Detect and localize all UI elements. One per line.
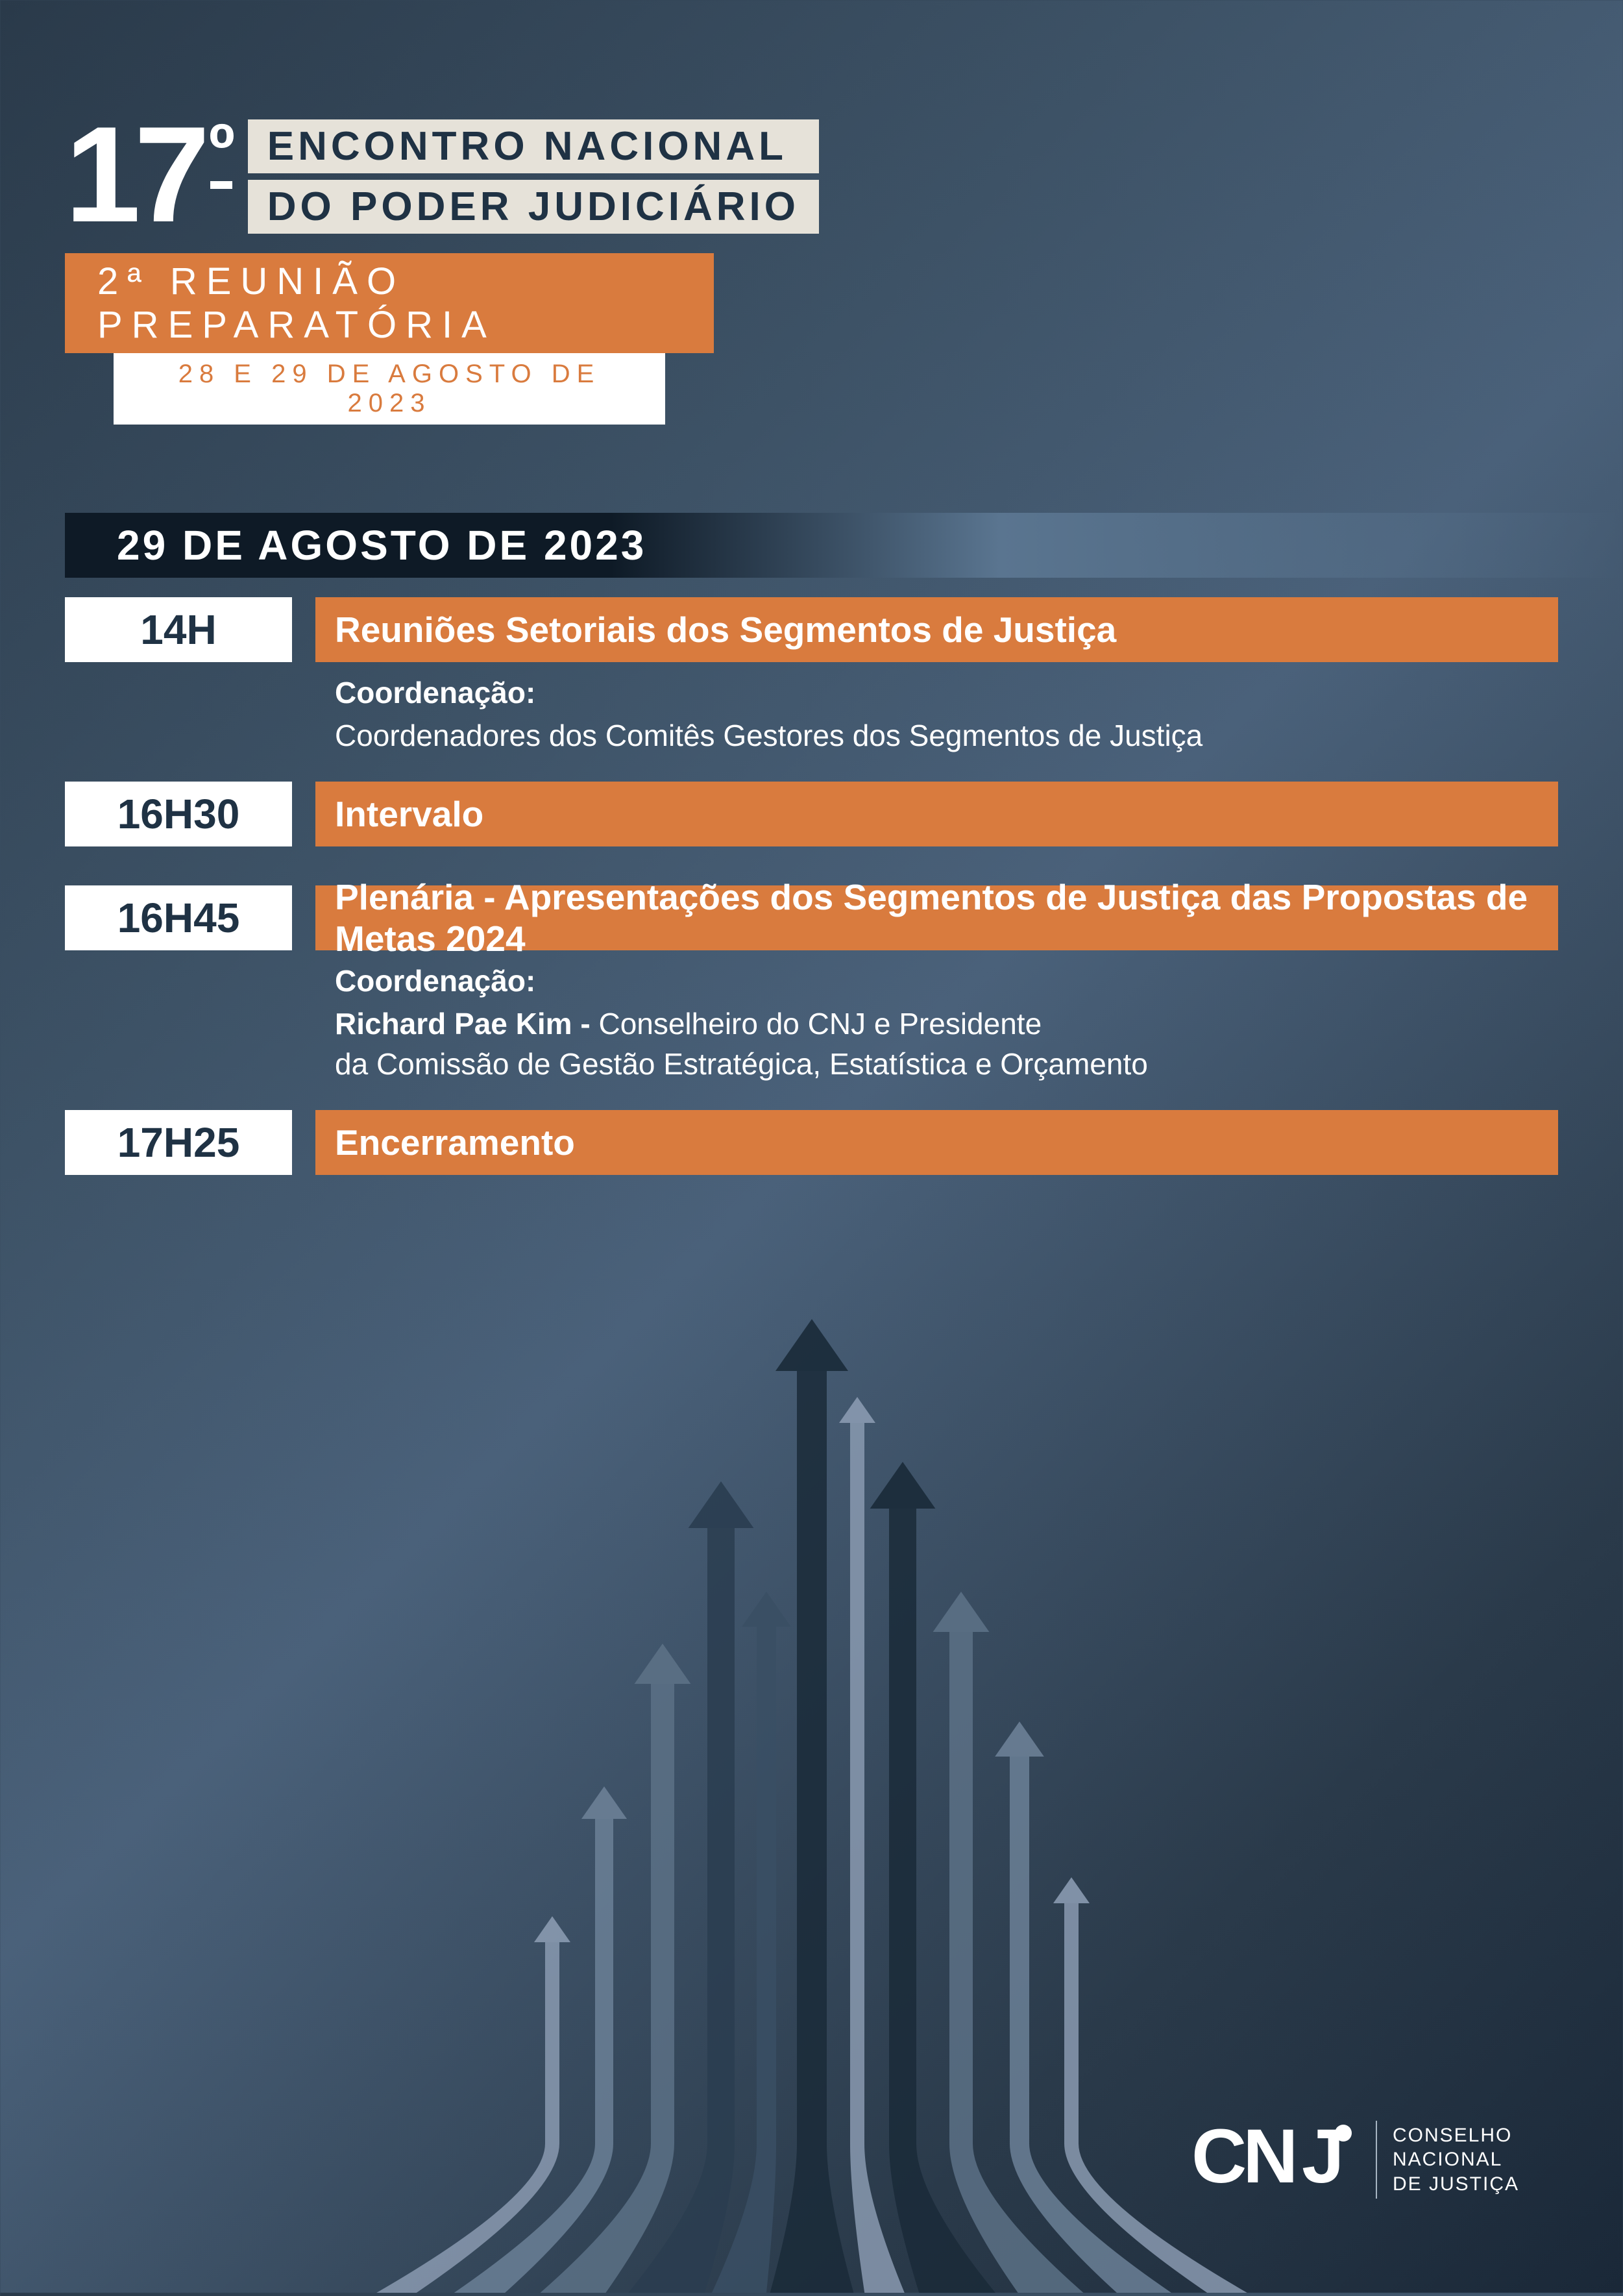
title-line-2: DO PODER JUDICIÁRIO: [248, 180, 819, 234]
event-header: 17 º ENCONTRO NACIONAL DO PODER JUDICIÁR…: [65, 117, 819, 425]
schedule-row: 16H45 Plenária - Apresentações dos Segmen…: [65, 885, 1558, 950]
session-title: Encerramento: [315, 1110, 1558, 1175]
title-stack: ENCONTRO NACIONAL DO PODER JUDICIÁRIO: [248, 117, 819, 234]
footer-line-1: CONSELHO: [1393, 2123, 1519, 2148]
footer-line-2: NACIONAL: [1393, 2147, 1519, 2172]
dates-bar: 28 E 29 DE AGOSTO DE 2023: [114, 353, 665, 425]
session-title: Reuniões Setoriais dos Segmentos de Just…: [315, 597, 1558, 662]
cnj-mark: CN J: [1191, 2117, 1360, 2202]
session-title: Plenária - Apresentações dos Segmentos d…: [315, 885, 1558, 950]
time-box: 14H: [65, 597, 292, 662]
svg-text:J: J: [1302, 2117, 1341, 2199]
arrows-graphic: [358, 1254, 1266, 2293]
detail-label: Coordenação:: [335, 675, 1558, 710]
session-detail: Coordenação: Richard Pae Kim - Conselheir…: [315, 963, 1558, 1084]
schedule: 14H Reuniões Setoriais dos Segmentos de J…: [65, 597, 1558, 1188]
time-box: 16H30: [65, 782, 292, 846]
footer-logo: CN J CONSELHO NACIONAL DE JUSTIÇA: [1191, 2117, 1519, 2202]
session-detail: Coordenação: Coordenadores dos Comitês Ge…: [315, 675, 1558, 756]
day-header: 29 DE AGOSTO DE 2023: [65, 513, 1623, 578]
number-17: 17: [65, 117, 204, 233]
schedule-row: 17H25 Encerramento: [65, 1110, 1558, 1175]
detail-text: Richard Pae Kim - Conselheiro do CNJ e P…: [335, 1004, 1558, 1084]
title-line-1: ENCONTRO NACIONAL: [248, 119, 819, 173]
footer-text: CONSELHO NACIONAL DE JUSTIÇA: [1393, 2123, 1519, 2197]
ordinal-o: º: [209, 117, 235, 181]
subtitle-bar: 2ª REUNIÃO PREPARATÓRIA: [65, 253, 714, 353]
svg-text:CN: CN: [1191, 2117, 1294, 2199]
cnj-logo-icon: CN J: [1191, 2117, 1360, 2202]
detail-text: Coordenadores dos Comitês Gestores dos S…: [335, 715, 1558, 756]
time-box: 17H25: [65, 1110, 292, 1175]
schedule-row: 14H Reuniões Setoriais dos Segmentos de J…: [65, 597, 1558, 662]
session-title: Intervalo: [315, 782, 1558, 846]
time-box: 16H45: [65, 885, 292, 950]
detail-label: Coordenação:: [335, 963, 1558, 998]
header-top-row: 17 º ENCONTRO NACIONAL DO PODER JUDICIÁR…: [65, 117, 819, 234]
footer-divider: [1376, 2121, 1377, 2199]
footer-line-3: DE JUSTIÇA: [1393, 2172, 1519, 2197]
schedule-row: 16H30 Intervalo: [65, 782, 1558, 846]
edition-number: 17 º: [65, 117, 235, 233]
